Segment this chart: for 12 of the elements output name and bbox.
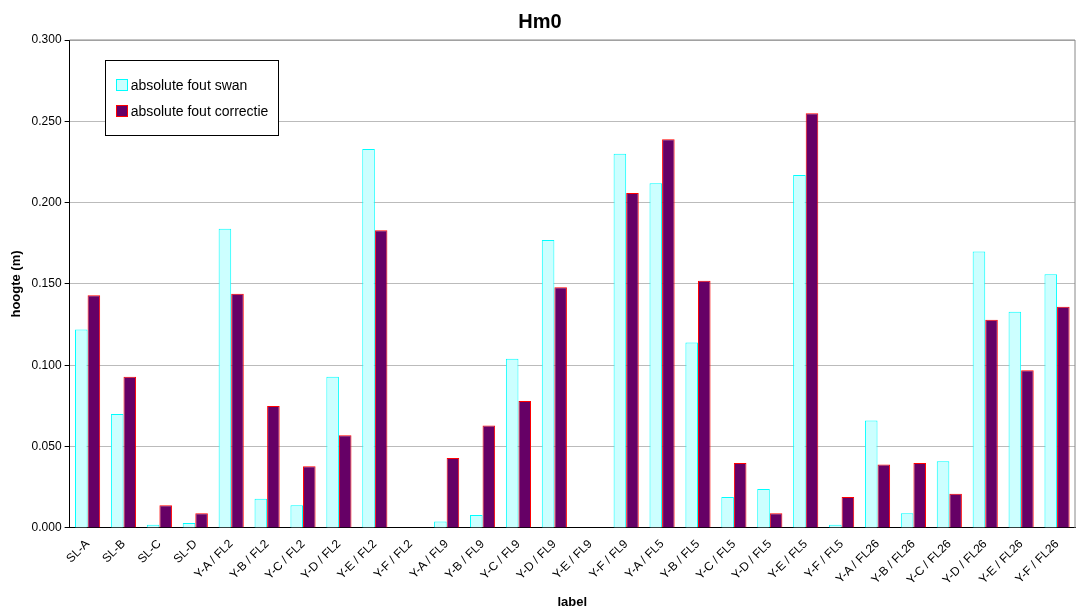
y-tick-label: 0.200 [31,194,62,209]
y-tick-label: 0.000 [31,520,62,535]
legend-label: absolute fout swan [130,77,248,93]
legend-label: absolute fout correctie [130,103,269,119]
x-axis-title: label [557,593,588,609]
chart-title: Hm0 [517,10,563,33]
y-axis-title: hoogte (m) [8,250,24,318]
y-tick-label: 0.150 [31,276,62,291]
y-tick-label: 0.250 [31,113,62,128]
y-tick-label: 0.100 [31,357,62,372]
y-tick-label: 0.050 [31,438,62,453]
y-tick-label: 0.300 [31,32,62,47]
